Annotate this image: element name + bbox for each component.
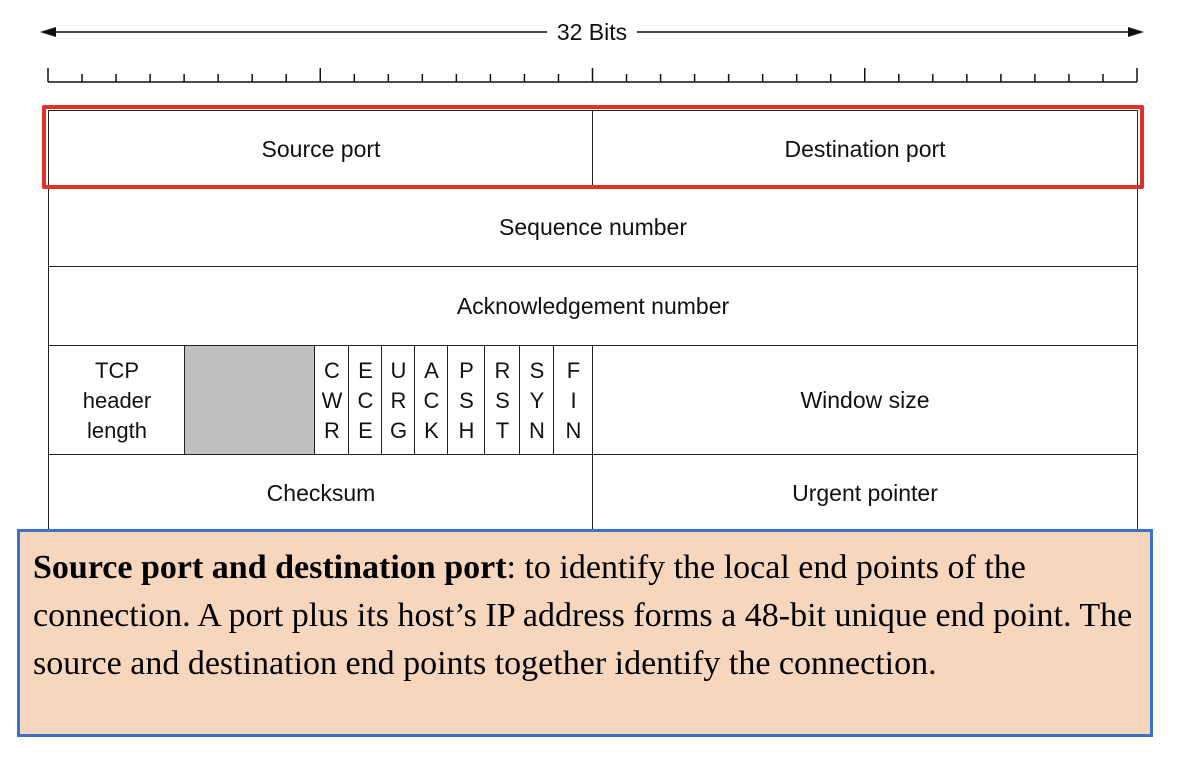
reserved-bits-field [184,345,316,456]
window-size-label: Window size [800,387,930,413]
explanation-note: Source port and destination port: to ide… [17,529,1153,737]
tcp-header-length-line: header [82,387,152,413]
destination-port-field: Destination port [592,110,1138,188]
sequence-number-field: Sequence number [48,186,1138,268]
urgent-pointer-label: Urgent pointer [792,479,938,506]
tcp-header-length-line: length [87,417,147,443]
source-port-field: Source port [48,110,594,188]
checksum-label: Checksum [266,479,376,506]
acknowledgement-number-field: Acknowledgement number [48,266,1138,347]
note-text: : to identify the local end points of th… [33,549,1133,682]
note-heading: Source port and destination port [33,549,507,586]
sequence-number-label: Sequence number [499,213,687,240]
checksum-field: Checksum [48,454,594,532]
urgent-pointer-field: Urgent pointer [592,454,1138,532]
bit-width-label: 32 Bits [0,18,1184,46]
window-size-field: Window size [592,345,1138,456]
source-port-label: Source port [261,135,381,162]
tcp-header-length-field: TCP header length [48,345,186,456]
destination-port-label: Destination port [784,135,946,162]
tcp-header-length-line: TCP [95,357,139,383]
bit-ruler [47,68,1138,83]
acknowledgement-number-label: Acknowledgement number [456,293,730,319]
